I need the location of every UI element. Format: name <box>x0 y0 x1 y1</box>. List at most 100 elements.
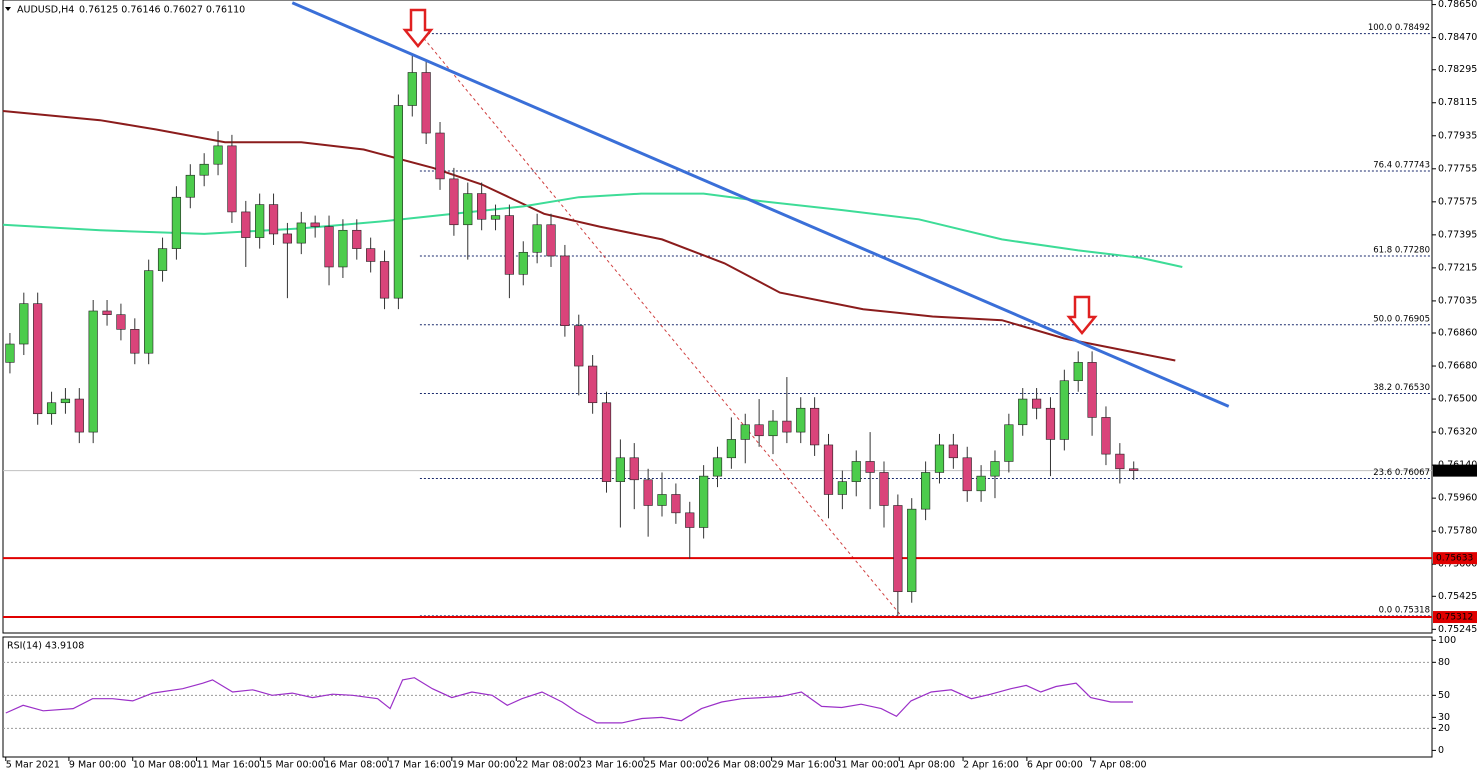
x-tick-label: 17 Mar 16:00 <box>388 760 451 771</box>
fib-label: 38.2 0.76530 <box>1373 383 1430 393</box>
candle-body <box>588 365 598 404</box>
y-tick-label: 0.75960 <box>1438 493 1477 504</box>
fib-label: 76.4 0.77743 <box>1373 161 1430 171</box>
candle-body <box>754 424 764 437</box>
y-tick-label: 0.78115 <box>1438 97 1477 108</box>
candle-body <box>504 215 514 275</box>
candle-body <box>185 174 195 198</box>
candle-body <box>948 444 958 459</box>
candle-body <box>699 475 709 528</box>
candle-body <box>740 424 750 440</box>
x-tick-label: 31 Mar 00:00 <box>835 760 898 771</box>
y-tick-label: 0.75780 <box>1438 526 1477 537</box>
x-tick-label: 23 Mar 16:00 <box>580 760 643 771</box>
candle-body <box>907 508 917 593</box>
candle-body <box>407 72 417 106</box>
x-tick-label: 9 Mar 00:00 <box>69 760 126 771</box>
candle-body <box>712 457 723 477</box>
x-tick-label: 1 Apr 08:00 <box>899 760 955 771</box>
y-tick-label: 0.76680 <box>1438 361 1477 372</box>
candle-body <box>685 512 695 528</box>
candle-body <box>546 224 556 257</box>
candle-body <box>893 505 903 593</box>
fib-label: 100.0 0.78492 <box>1368 23 1430 33</box>
quote: 0.76125 0.76146 0.76027 0.76110 <box>79 5 245 16</box>
candle-body <box>1073 362 1083 382</box>
down-arrow <box>1066 295 1098 335</box>
level-box <box>1433 552 1477 565</box>
candle-body <box>532 224 542 253</box>
y-tick-label: 0.76500 <box>1438 394 1477 405</box>
x-tick-label: 25 Mar 00:00 <box>644 760 707 771</box>
symbol-marker <box>5 7 11 11</box>
down-arrow <box>402 8 434 48</box>
candle-body <box>255 204 265 238</box>
candle-body <box>379 261 390 299</box>
candle-body <box>1059 380 1069 440</box>
trendline <box>291 1 1230 408</box>
candle-body <box>810 407 820 446</box>
rsi-line <box>5 677 1133 724</box>
candle-body <box>1004 424 1014 462</box>
candle-body <box>823 444 834 495</box>
x-tick-label: 19 Mar 00:00 <box>452 760 515 771</box>
price-panel <box>2 0 1433 634</box>
candle-body <box>366 248 376 262</box>
candle-body <box>1018 398 1028 426</box>
candle-body <box>1115 453 1125 470</box>
candle-body <box>338 229 348 268</box>
candle-body <box>130 329 140 354</box>
candle-body <box>324 226 334 268</box>
y-tick-label: 0.75245 <box>1438 624 1477 635</box>
x-tick-label: 22 Mar 08:00 <box>516 760 579 771</box>
y-tick-label: 0.77575 <box>1438 196 1477 207</box>
y-tick-label: 0.75425 <box>1438 591 1477 602</box>
candle-body <box>19 303 29 345</box>
candle-body <box>560 255 570 326</box>
candle-body <box>726 439 736 459</box>
candle-body <box>74 398 84 433</box>
candle-body <box>574 325 584 367</box>
candle-body <box>157 248 168 271</box>
x-tick-label: 26 Mar 08:00 <box>708 760 771 771</box>
candle-body <box>1031 398 1042 409</box>
candle-body <box>490 215 501 220</box>
rsi-tick-label: 100 <box>1438 635 1456 646</box>
candle-body <box>199 163 209 176</box>
y-tick-label: 0.77755 <box>1438 163 1477 174</box>
candle-body <box>976 475 986 492</box>
current-price-box-label: 0.76110 <box>1436 466 1473 476</box>
candle-body <box>144 270 154 354</box>
x-tick-label: 29 Mar 16:00 <box>772 760 835 771</box>
fib-label: 0.0 0.75318 <box>1379 605 1430 615</box>
candle-body <box>435 132 445 180</box>
candle-body <box>1087 362 1097 418</box>
candle-body <box>60 398 71 404</box>
candle-body <box>1101 417 1111 455</box>
rsi-panel <box>2 636 1433 758</box>
y-tick-label: 0.77395 <box>1438 229 1477 240</box>
x-tick-label: 15 Mar 00:00 <box>260 760 323 771</box>
candle-body <box>629 457 639 481</box>
candle-body <box>796 407 806 433</box>
candle-body <box>282 233 293 244</box>
candle-body <box>615 457 625 482</box>
candle-body <box>601 402 612 482</box>
candle-body <box>102 310 112 315</box>
x-tick-label: 16 Mar 08:00 <box>324 760 387 771</box>
y-tick-label: 0.78295 <box>1438 64 1477 75</box>
candle-body <box>657 494 667 506</box>
candle-body <box>393 105 404 299</box>
fib-label: 23.6 0.76067 <box>1373 468 1430 478</box>
x-tick-label: 11 Mar 16:00 <box>197 760 260 771</box>
candle-body <box>449 178 459 226</box>
y-tick-label: 0.77035 <box>1438 295 1477 306</box>
y-tick-label: 0.78650 <box>1438 0 1477 10</box>
candle-body <box>1129 468 1139 471</box>
rsi-tick-label: 50 <box>1438 690 1450 701</box>
y-tick-label: 0.75600 <box>1438 559 1477 570</box>
rsi-tick-label: 20 <box>1438 723 1450 734</box>
candle-body <box>851 461 861 482</box>
candle-body <box>1045 407 1056 440</box>
level-box-label: 0.75312 <box>1436 613 1473 623</box>
